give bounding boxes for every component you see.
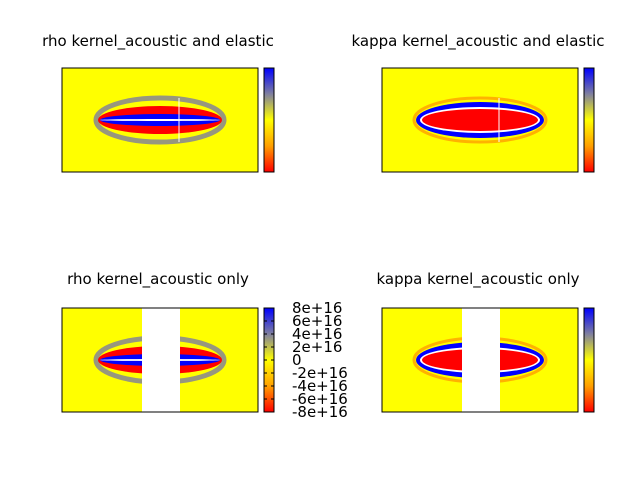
masked-region [142,308,180,412]
colorbar-tick-label: 4e+16 [292,325,342,343]
colorbar-gradient [583,67,595,173]
heatmap-field [382,308,578,412]
colorbar-tick-label: -2e+16 [292,364,348,382]
plot-frame [61,307,259,413]
panel-title: kappa kernel_acoustic only [376,270,579,289]
colorbar [263,67,275,173]
colorbar-tick-label: -8e+16 [292,403,348,421]
heatmap-field [62,308,258,412]
colorbar-gradient [583,307,595,413]
colorbar-tick-label: -4e+16 [292,377,348,395]
colorbar [583,307,595,413]
masked-region [462,308,500,412]
plot-frame [381,67,579,173]
heatmap-field [382,68,578,172]
colorbar [583,67,595,173]
panel-4: kappa kernel_acoustic only [376,270,595,413]
colorbar: 8e+166e+164e+162e+160-2e+16-4e+16-6e+16-… [263,299,348,421]
outer-ring [93,95,227,145]
colorbar-gradient [263,67,275,173]
colorbar-tick-label: 2e+16 [292,338,342,356]
plot-frame [381,307,579,413]
panel-title: rho kernel_acoustic only [67,270,249,289]
panel-2: kappa kernel_acoustic and elastic [352,32,605,173]
heatmap-field [62,68,258,172]
panel-title: rho kernel_acoustic and elastic [42,32,274,51]
center-line [100,119,220,121]
panel-1: rho kernel_acoustic and elastic [42,32,275,173]
colorbar-tick-label: -6e+16 [292,390,348,408]
plot-frame [61,67,259,173]
negative-core [422,109,538,131]
colorbar-tick-label: 8e+16 [292,299,342,317]
colorbar-tick-label: 0 [292,351,302,369]
panel-3: rho kernel_acoustic only 8e+166e+164e+162… [61,270,348,421]
panel-title: kappa kernel_acoustic and elastic [352,32,605,51]
colorbar-tick-label: 6e+16 [292,312,342,330]
outer-ring [412,96,548,144]
